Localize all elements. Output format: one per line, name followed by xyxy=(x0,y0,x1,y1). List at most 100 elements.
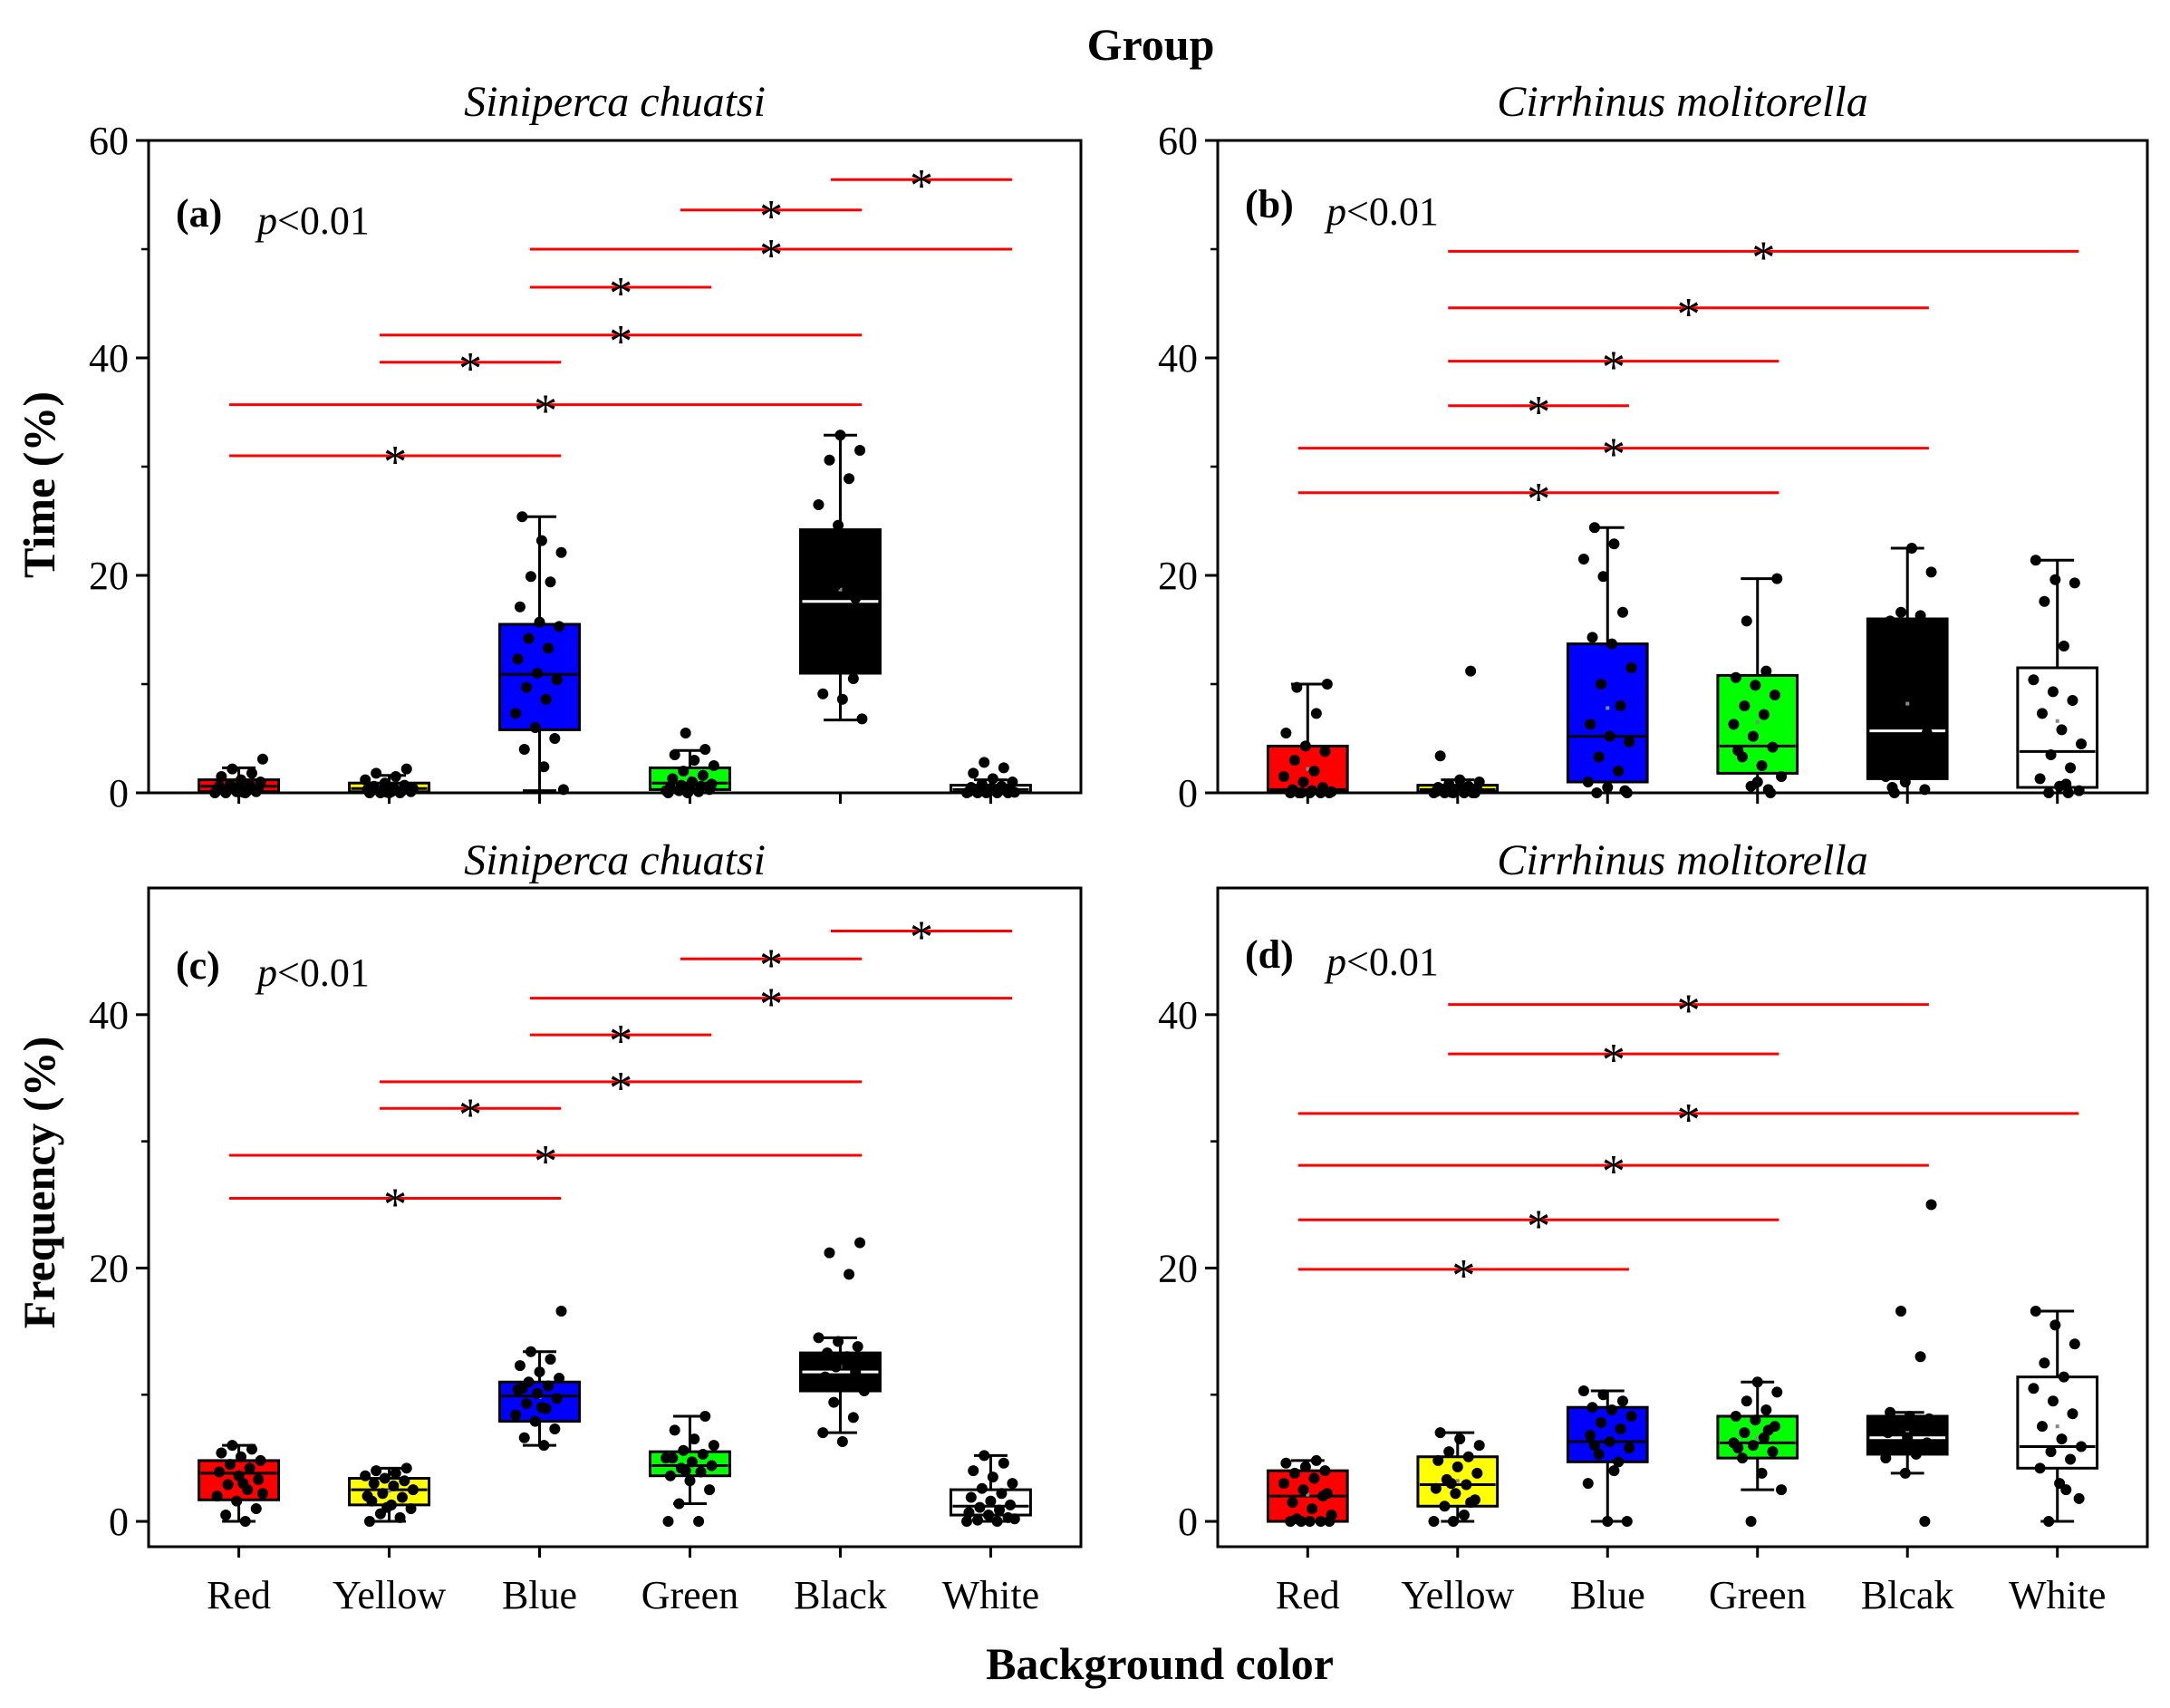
data-point xyxy=(2049,1319,2061,1331)
data-point xyxy=(1280,1457,1292,1469)
significance-star: * xyxy=(609,316,632,368)
p-threshold: <0.01 xyxy=(1346,940,1439,984)
data-point xyxy=(1617,606,1629,618)
panel-title: Siniperca chuatsi xyxy=(464,836,766,884)
data-point xyxy=(525,1346,536,1357)
data-point xyxy=(1450,1488,1461,1500)
data-point xyxy=(1921,1437,1933,1449)
data-point xyxy=(1771,1386,1783,1398)
significance-star: * xyxy=(383,437,407,488)
data-point xyxy=(695,780,707,792)
data-point xyxy=(388,1480,400,1491)
data-point xyxy=(396,1491,408,1503)
data-point xyxy=(216,771,227,782)
data-point xyxy=(1919,1516,1931,1528)
data-point xyxy=(1739,700,1750,711)
data-point xyxy=(545,576,556,588)
data-point xyxy=(1471,1467,1483,1479)
data-point xyxy=(1297,1484,1309,1496)
data-point xyxy=(1315,1516,1326,1528)
data-point xyxy=(1439,1501,1451,1512)
data-point xyxy=(237,786,249,798)
data-point xyxy=(664,1470,676,1481)
data-point xyxy=(540,693,552,705)
significance-black-white: * xyxy=(830,160,1013,212)
box-mean xyxy=(1755,1435,1760,1440)
data-point xyxy=(1913,679,1924,690)
data-point xyxy=(227,1440,238,1452)
data-point xyxy=(1880,1452,1892,1464)
data-point xyxy=(1606,638,1618,650)
data-point xyxy=(532,1387,544,1399)
data-point xyxy=(555,1305,567,1317)
significance-star: * xyxy=(910,912,933,964)
data-point xyxy=(708,1440,719,1452)
significance-black-white: * xyxy=(830,912,1013,964)
data-point xyxy=(555,546,567,558)
data-point xyxy=(1756,760,1768,771)
data-point xyxy=(514,1360,526,1372)
data-point xyxy=(834,429,846,441)
significance-star: * xyxy=(1677,986,1701,1037)
data-point xyxy=(1321,1488,1333,1500)
data-point xyxy=(985,1495,997,1507)
data-point xyxy=(695,1466,707,1478)
data-point xyxy=(2056,724,2068,736)
data-point xyxy=(987,773,998,785)
data-point xyxy=(1451,1461,1463,1472)
data-point xyxy=(557,784,569,796)
data-point xyxy=(1577,1385,1589,1397)
x-tick-label: Blue xyxy=(502,1573,577,1617)
data-point xyxy=(377,1488,389,1500)
significance-yellow-blcak: * xyxy=(1448,289,1929,341)
data-point xyxy=(811,567,823,579)
data-point xyxy=(1613,1456,1625,1468)
data-point xyxy=(1606,1404,1618,1416)
data-point xyxy=(669,1424,680,1436)
p-symbol: p xyxy=(255,198,277,243)
significance-star: * xyxy=(1527,387,1550,439)
data-point xyxy=(1321,679,1333,690)
data-point xyxy=(1921,728,1933,738)
data-point xyxy=(675,779,687,791)
data-point xyxy=(689,755,700,766)
data-point xyxy=(1005,1499,1017,1510)
data-point xyxy=(1287,784,1298,796)
data-point xyxy=(1885,615,1896,627)
box-iqr xyxy=(1866,617,1949,780)
data-point xyxy=(979,757,990,768)
y-axis-title-bottom: Frequency (%) xyxy=(14,1037,64,1329)
data-point xyxy=(244,779,256,791)
data-point xyxy=(2028,674,2040,686)
box-green xyxy=(1716,1376,1799,1528)
data-point xyxy=(847,1412,859,1423)
significance-star: * xyxy=(383,1180,407,1231)
significance-red-black: * xyxy=(229,1136,863,1188)
significance-star: * xyxy=(609,1063,632,1115)
data-point xyxy=(1747,1440,1759,1452)
data-point xyxy=(399,779,410,791)
data-point xyxy=(828,1396,840,1408)
data-point xyxy=(680,728,691,738)
data-point xyxy=(1310,708,1322,719)
data-point xyxy=(213,780,225,792)
y-tick-label: 40 xyxy=(89,336,129,381)
data-point xyxy=(669,749,680,760)
data-point xyxy=(407,783,419,795)
data-point xyxy=(817,688,829,700)
box-red xyxy=(1266,1454,1349,1528)
y-tick-label: 40 xyxy=(1158,336,1198,381)
data-point xyxy=(1602,1516,1614,1528)
data-point xyxy=(400,763,412,775)
x-tick-label: Yellow xyxy=(333,1573,446,1617)
data-point xyxy=(1587,632,1598,643)
data-point xyxy=(394,1511,406,1523)
significance-red-blcak: * xyxy=(1297,1146,1929,1198)
data-point xyxy=(661,785,672,796)
data-point xyxy=(1750,680,1761,691)
significance-red-black: * xyxy=(229,386,863,438)
data-point xyxy=(1730,671,1741,683)
data-point xyxy=(1880,771,1892,782)
data-point xyxy=(1767,741,1779,753)
x-tick-label: Red xyxy=(207,1573,271,1617)
